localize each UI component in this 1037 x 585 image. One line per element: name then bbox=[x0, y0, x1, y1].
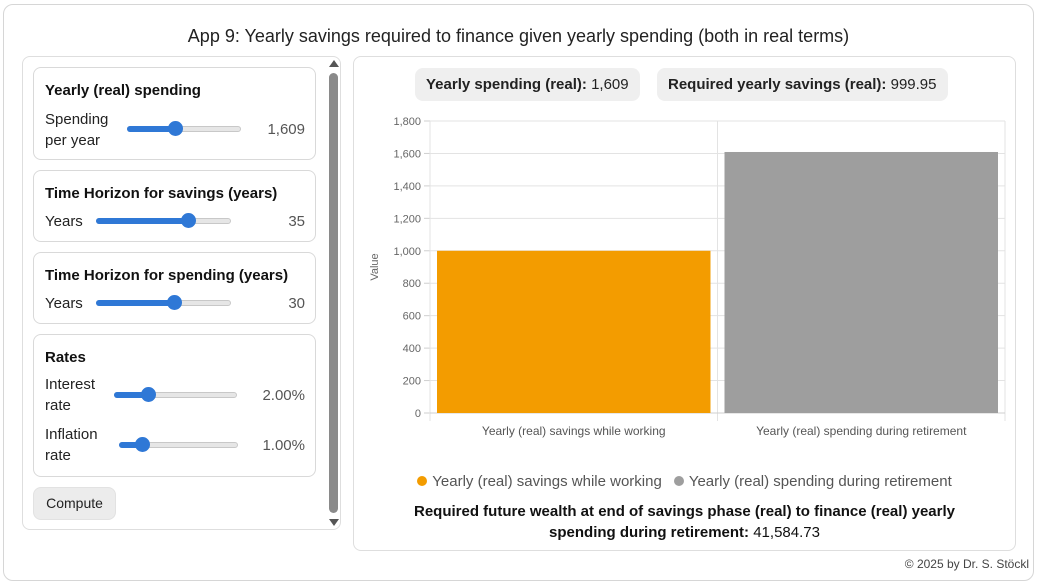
savings-years-label: Years bbox=[45, 213, 83, 230]
y-tick-label: 0 bbox=[415, 408, 421, 420]
slider-handle[interactable] bbox=[180, 213, 196, 228]
spending-value: 1,609 bbox=[267, 121, 305, 138]
bar-2 bbox=[724, 151, 998, 413]
app-title: App 9: Yearly savings required to financ… bbox=[187, 26, 850, 46]
required-wealth-label: Required future wealth at end of savings… bbox=[414, 503, 955, 541]
spending-card: Yearly (real) spending Spending per year… bbox=[33, 67, 316, 160]
slider-handle[interactable] bbox=[167, 121, 183, 136]
spending-pill-label: Yearly spending (real): bbox=[426, 76, 587, 93]
interest-rate-label: Interest rate bbox=[45, 374, 95, 416]
spending-card-title: Yearly (real) spending bbox=[45, 82, 201, 99]
y-tick-label: 400 bbox=[403, 343, 421, 355]
slider-fill bbox=[119, 442, 142, 448]
rates-card: Rates Interest rate 2.00% Inflation rate… bbox=[33, 334, 316, 477]
slider-fill bbox=[96, 218, 188, 224]
spending-slider[interactable] bbox=[127, 121, 241, 137]
y-axis-title: Value bbox=[369, 253, 381, 280]
compute-button[interactable]: Compute bbox=[33, 487, 116, 520]
savings-horizon-title: Time Horizon for savings (years) bbox=[45, 185, 278, 202]
scroll-down-arrow-icon[interactable] bbox=[329, 519, 339, 526]
required-wealth-summary: Required future wealth at end of savings… bbox=[384, 501, 985, 543]
legend-label: Yearly (real) savings while working bbox=[432, 473, 662, 490]
slider-handle[interactable] bbox=[134, 437, 150, 452]
spending-summary-pill: Yearly spending (real): 1,609 bbox=[415, 68, 640, 101]
results-panel: Yearly spending (real): 1,609 Required y… bbox=[353, 56, 1016, 551]
spending-horizon-card: Time Horizon for spending (years) Years … bbox=[33, 252, 316, 324]
legend-dot-icon bbox=[417, 476, 428, 486]
legend-label: Yearly (real) spending during retirement bbox=[688, 473, 952, 490]
spending-label: Spending per year bbox=[45, 109, 108, 151]
savings-pill-label: Required yearly savings (real): bbox=[668, 76, 887, 93]
spending-years-slider[interactable] bbox=[96, 295, 231, 311]
chart-legend: Yearly (real) savings while working Yearl… bbox=[354, 473, 1015, 490]
x-tick-label: Yearly (real) spending during retirement bbox=[756, 424, 967, 438]
legend-item-1[interactable]: Yearly (real) savings while working bbox=[417, 473, 662, 490]
inflation-label-line1: Inflation bbox=[45, 426, 98, 443]
required-wealth-value: 41,584.73 bbox=[753, 524, 820, 541]
legend-dot-icon bbox=[673, 476, 684, 486]
legend-item-2[interactable]: Yearly (real) spending during retirement bbox=[673, 473, 952, 490]
y-tick-label: 800 bbox=[403, 278, 421, 290]
x-tick-label: Yearly (real) savings while working bbox=[482, 424, 666, 438]
y-tick-label: 1,200 bbox=[393, 213, 421, 225]
y-tick-label: 1,000 bbox=[393, 246, 421, 258]
y-tick-label: 1,600 bbox=[393, 148, 421, 160]
y-tick-label: 1,400 bbox=[393, 181, 421, 193]
spending-label-line2: per year bbox=[45, 132, 101, 149]
interest-label-line2: rate bbox=[45, 397, 71, 414]
slider-fill bbox=[114, 392, 149, 398]
interest-rate-slider[interactable] bbox=[114, 387, 237, 403]
sidebar-scrollbar[interactable] bbox=[328, 60, 340, 526]
copyright-footer: © 2025 by Dr. S. Stöckl bbox=[904, 557, 1029, 571]
sidebar: Yearly (real) spending Spending per year… bbox=[22, 56, 341, 530]
scroll-thumb[interactable] bbox=[329, 73, 338, 513]
inflation-label-line2: rate bbox=[45, 447, 71, 464]
spending-years-value: 30 bbox=[288, 295, 305, 312]
scroll-up-arrow-icon[interactable] bbox=[329, 60, 339, 67]
spending-horizon-title: Time Horizon for spending (years) bbox=[45, 267, 289, 284]
inflation-rate-value: 1.00% bbox=[262, 437, 305, 454]
savings-horizon-card: Time Horizon for savings (years) Years 3… bbox=[33, 170, 316, 242]
bar-1 bbox=[437, 250, 711, 413]
inflation-rate-slider[interactable] bbox=[119, 437, 238, 453]
savings-years-slider[interactable] bbox=[96, 213, 231, 229]
y-tick-label: 200 bbox=[403, 376, 421, 388]
savings-summary-pill: Required yearly savings (real): 999.95 bbox=[657, 68, 948, 101]
slider-fill bbox=[96, 300, 175, 306]
slider-handle[interactable] bbox=[141, 387, 157, 402]
spending-label-line1: Spending bbox=[45, 111, 109, 128]
savings-pill-value: 999.95 bbox=[890, 76, 937, 93]
y-tick-label: 1,800 bbox=[393, 116, 421, 128]
spending-pill-value: 1,609 bbox=[591, 76, 629, 93]
slider-fill bbox=[127, 126, 175, 132]
spending-years-label: Years bbox=[45, 295, 83, 312]
savings-years-value: 35 bbox=[288, 213, 305, 230]
bar-chart: 0 200 400 600 800 1,000 1,200 1,400 1,600 1,800 Ye… bbox=[369, 116, 1006, 438]
slider-handle[interactable] bbox=[167, 295, 183, 310]
y-tick-label: 600 bbox=[403, 311, 421, 323]
interest-label-line1: Interest bbox=[45, 376, 96, 393]
inflation-rate-label: Inflation rate bbox=[45, 424, 98, 466]
interest-rate-value: 2.00% bbox=[262, 387, 305, 404]
rates-title: Rates bbox=[45, 349, 86, 366]
